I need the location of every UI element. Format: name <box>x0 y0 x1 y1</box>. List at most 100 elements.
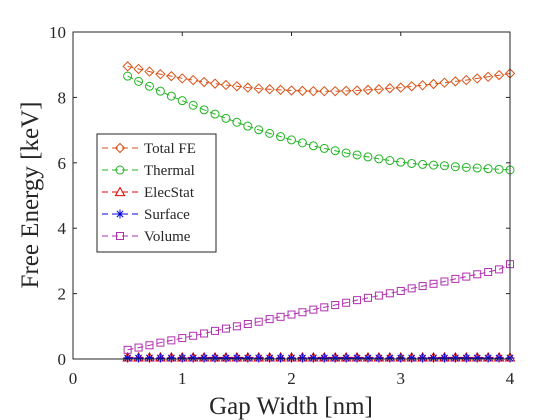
data-point <box>298 308 307 317</box>
data-point <box>319 85 330 97</box>
y-tick-label: 0 <box>58 350 67 369</box>
data-point <box>144 353 154 363</box>
data-point <box>134 76 144 86</box>
data-point <box>254 317 263 326</box>
series-total-fe <box>122 61 516 97</box>
series-line <box>127 65 511 92</box>
data-point <box>144 81 154 91</box>
legend-label: Total FE <box>144 141 196 157</box>
data-point <box>320 303 329 312</box>
data-point <box>297 138 307 148</box>
data-point <box>232 117 242 127</box>
data-point <box>209 78 221 89</box>
data-point <box>418 159 428 169</box>
data-point <box>210 109 220 119</box>
data-point <box>450 162 460 172</box>
data-point <box>254 125 264 135</box>
series-surface <box>123 353 515 363</box>
series-layer <box>122 61 516 363</box>
legend-label: ElecStat <box>144 185 195 201</box>
data-point <box>319 143 329 153</box>
data-point <box>374 291 383 300</box>
legend-item-volume: Volume <box>102 229 191 245</box>
data-point <box>461 353 471 363</box>
data-point <box>461 74 472 86</box>
axes-layer <box>72 31 511 360</box>
y-tick-label: 6 <box>58 154 67 173</box>
series-line <box>127 75 511 171</box>
data-point <box>494 164 504 174</box>
data-point <box>395 82 406 93</box>
data-point <box>253 83 264 94</box>
data-point <box>429 279 438 288</box>
data-point <box>123 345 132 354</box>
series-line <box>127 263 511 351</box>
data-point <box>407 353 417 363</box>
data-point <box>243 121 253 131</box>
data-point <box>484 268 493 277</box>
x-tick-label: 4 <box>506 369 515 388</box>
data-point <box>428 78 439 90</box>
data-point <box>340 85 352 97</box>
x-tick-label: 0 <box>69 369 78 388</box>
data-point <box>363 152 373 162</box>
data-point <box>134 343 143 352</box>
series-volume <box>123 260 514 354</box>
data-point <box>451 274 460 283</box>
data-point <box>275 84 286 96</box>
data-point <box>341 353 351 363</box>
data-point <box>145 341 154 350</box>
data-point <box>156 338 165 347</box>
data-point <box>210 353 220 363</box>
data-point <box>472 73 483 84</box>
legend-label: Thermal <box>144 163 195 179</box>
data-point <box>144 66 155 77</box>
data-point <box>331 301 340 310</box>
data-point <box>385 289 394 298</box>
data-point <box>352 150 362 160</box>
data-point <box>473 270 482 279</box>
data-point <box>309 305 318 314</box>
data-point <box>363 293 372 302</box>
data-point <box>483 353 493 363</box>
legend-item-surface: Surface <box>102 207 190 223</box>
data-point <box>199 105 209 115</box>
data-point <box>286 85 297 96</box>
data-point <box>396 157 406 167</box>
x-tick-label: 3 <box>397 369 406 388</box>
data-point <box>178 334 187 343</box>
data-point <box>450 353 460 363</box>
data-point <box>189 331 198 340</box>
data-point <box>439 77 450 88</box>
data-point <box>232 322 241 331</box>
data-point <box>362 84 374 96</box>
data-point <box>308 85 319 97</box>
data-point <box>167 336 176 345</box>
legend-marker <box>114 142 126 154</box>
data-point <box>472 353 482 363</box>
data-point <box>177 96 187 106</box>
data-point <box>319 353 329 363</box>
data-point <box>200 329 209 338</box>
data-point <box>166 70 177 82</box>
data-point <box>211 326 220 335</box>
data-point <box>254 353 264 363</box>
data-point <box>342 298 351 307</box>
data-point <box>133 63 144 75</box>
data-point <box>122 61 133 72</box>
data-point <box>429 160 439 170</box>
data-point <box>123 71 133 81</box>
legend: Total FE Thermal ElecStat Surface Volume <box>96 133 217 253</box>
data-point <box>472 163 482 173</box>
tick-labels: 0 1 2 3 4 0 2 4 6 8 10 <box>49 23 515 388</box>
y-tick-label: 2 <box>58 285 67 304</box>
data-point <box>166 91 176 101</box>
data-point <box>308 141 318 151</box>
y-axis-label: Free Energy [keV] <box>17 102 44 289</box>
data-point <box>177 73 188 84</box>
data-point <box>199 353 209 363</box>
data-point <box>330 146 340 156</box>
data-point <box>385 156 395 166</box>
data-point <box>429 353 439 363</box>
data-point <box>287 135 296 145</box>
